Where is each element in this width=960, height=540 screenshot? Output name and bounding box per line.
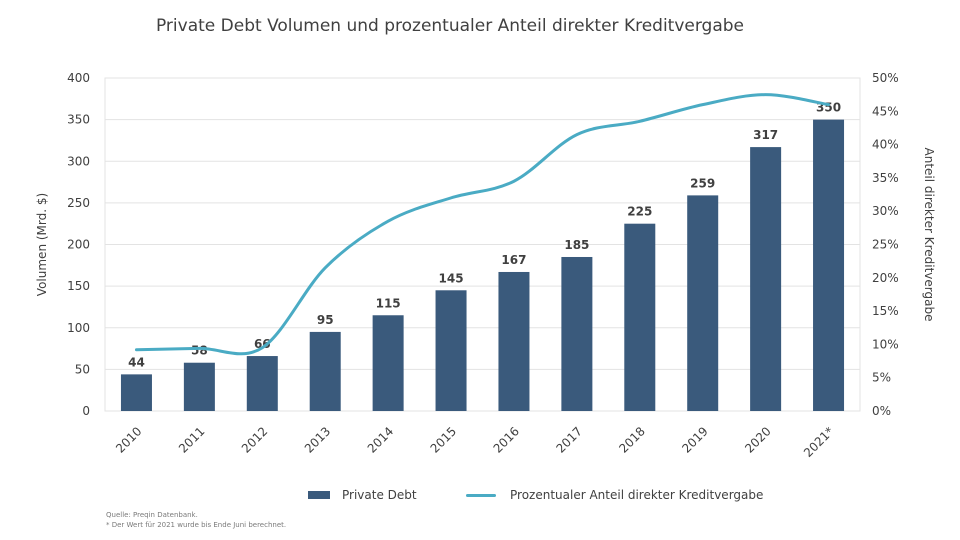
y-tick-label: 200 — [67, 238, 90, 252]
bar — [372, 315, 404, 411]
y-tick-label: 250 — [67, 196, 90, 210]
y-tick-label: 400 — [67, 71, 90, 85]
bar-data-label: 225 — [627, 205, 652, 219]
legend-label-bar: Private Debt — [342, 488, 417, 502]
y2-tick-label: 15% — [872, 304, 899, 318]
source-notes: Quelle: Preqin Datenbank. * Der Wert für… — [106, 510, 286, 530]
y-tick-label: 100 — [67, 321, 90, 335]
y-tick-label: 0 — [82, 404, 90, 418]
source-note: Quelle: Preqin Datenbank. — [106, 511, 198, 519]
bar — [435, 290, 467, 411]
x-tick-label: 2014 — [365, 424, 396, 455]
y2-axis-title: Anteil direkter Kreditvergabe — [922, 148, 936, 322]
bar-data-label: 58 — [191, 344, 208, 358]
y2-tick-label: 40% — [872, 138, 899, 152]
bar — [750, 147, 782, 411]
x-tick-label: 2021* — [801, 424, 837, 460]
y2-tick-label: 50% — [872, 71, 899, 85]
chart-title: Private Debt Volumen und prozentualer An… — [155, 16, 745, 36]
bar — [687, 195, 719, 411]
x-tick-label: 2010 — [113, 424, 144, 455]
y2-tick-label: 20% — [872, 271, 899, 285]
y-tick-label: 150 — [67, 279, 90, 293]
bar — [183, 362, 215, 411]
y2-tick-label: 0% — [872, 404, 891, 418]
x-tick-label: 2016 — [491, 424, 522, 455]
x-tick-label: 2015 — [428, 424, 459, 455]
bar — [120, 374, 152, 411]
y2-tick-label: 25% — [872, 238, 899, 252]
bar-data-label: 95 — [317, 313, 334, 327]
legend-swatch-bar — [308, 491, 330, 499]
bar — [309, 331, 341, 411]
y2-tick-label: 35% — [872, 171, 899, 185]
x-tick-label: 2013 — [302, 424, 333, 455]
bar — [498, 271, 530, 411]
x-tick-label: 2018 — [616, 424, 647, 455]
legend-item-line: Prozentualer Anteil direkter Kreditverga… — [466, 488, 763, 502]
bar — [624, 223, 656, 411]
bar-data-label: 317 — [753, 128, 778, 142]
bar-data-label: 185 — [564, 238, 589, 252]
y2-tick-label: 5% — [872, 371, 891, 385]
y-tick-label: 350 — [67, 113, 90, 127]
bar-data-label: 259 — [690, 176, 715, 190]
footnote: * Der Wert für 2021 wurde bis Ende Juni … — [106, 521, 287, 529]
legend-swatch-line — [466, 493, 496, 497]
bar-data-label: 66 — [254, 337, 271, 351]
series-line — [134, 93, 831, 356]
y-tick-label: 50 — [75, 362, 90, 376]
bar — [246, 356, 278, 411]
bar-data-label: 145 — [439, 271, 464, 285]
x-tick-label: 2011 — [176, 424, 207, 455]
plot-frame — [104, 77, 861, 412]
x-tick-label: 2020 — [742, 424, 773, 455]
legend: Private Debt Prozentualer Anteil direkte… — [0, 488, 960, 506]
combo-chart: 0 50 100 150 200 250 300 350 400 0% 5% 10% 15% 20% 25%… — [35, 71, 936, 460]
x-tick-label: 2017 — [553, 424, 584, 455]
y-axis-title: Volumen (Mrd. $) — [35, 193, 49, 296]
bar-data-label: 44 — [128, 355, 145, 369]
legend-label-line: Prozentualer Anteil direkter Kreditverga… — [510, 488, 764, 502]
y2-tick-label: 45% — [872, 104, 899, 118]
bar-data-label: 167 — [501, 253, 526, 267]
bar — [561, 256, 593, 411]
y2-tick-label: 30% — [872, 204, 899, 218]
x-tick-label: 2012 — [239, 424, 270, 455]
bar-data-label: 115 — [376, 296, 401, 310]
x-tick-label: 2019 — [679, 424, 710, 455]
bar — [813, 119, 845, 411]
legend-item-bar: Private Debt — [308, 488, 417, 502]
y2-tick-label: 10% — [872, 337, 899, 351]
y-tick-label: 300 — [67, 154, 90, 168]
